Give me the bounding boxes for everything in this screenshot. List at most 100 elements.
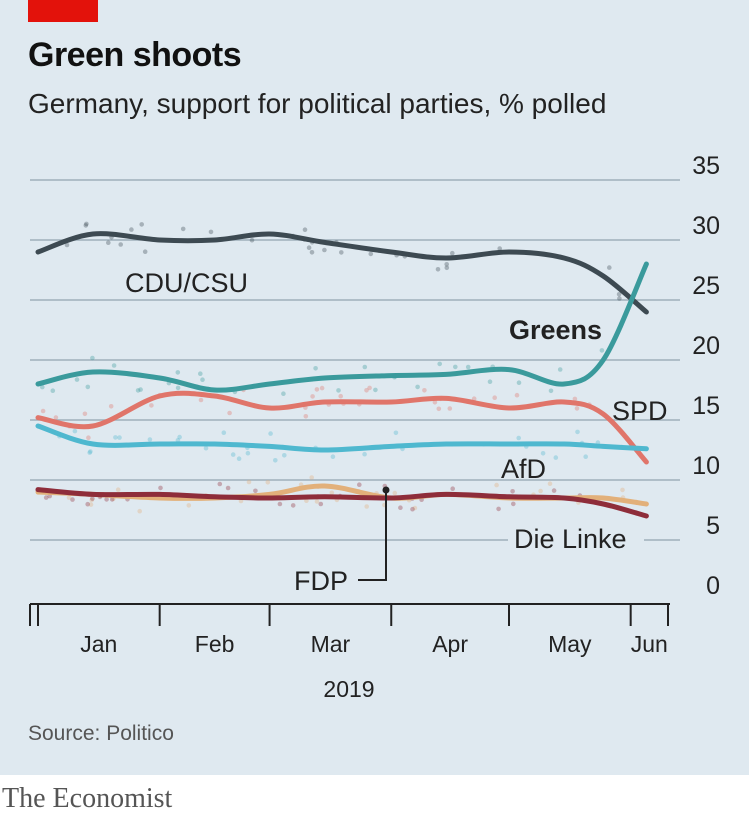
poll-dot: [607, 265, 612, 270]
poll-dot: [412, 505, 418, 511]
poll-dot: [309, 475, 315, 480]
poll-dot: [496, 506, 501, 512]
poll-dot: [86, 435, 91, 441]
poll-dot: [281, 391, 286, 397]
poll-dot: [336, 388, 341, 393]
poll-dot: [230, 452, 236, 457]
x-tick-label: Feb: [195, 631, 235, 657]
poll-dot: [273, 458, 278, 463]
poll-dot: [303, 414, 309, 419]
poll-dot: [108, 404, 114, 409]
gridlines: [30, 179, 680, 541]
poll-dot: [83, 223, 89, 228]
poll-dot: [198, 371, 203, 377]
chart-title: Green shoots: [28, 36, 242, 74]
poll-dot: [198, 397, 204, 403]
poll-dot: [109, 497, 115, 502]
poll-dot: [40, 408, 46, 414]
poll-dot: [410, 506, 415, 512]
series-label-fdp: FDP: [294, 566, 348, 596]
series-label-spd: SPD: [612, 396, 668, 426]
poll-dot: [510, 489, 515, 494]
y-tick-label: 25: [692, 272, 720, 300]
y-tick-label: 20: [692, 332, 720, 360]
source-note: Source: Politico: [28, 722, 174, 745]
poll-dot: [367, 385, 372, 391]
poll-dot: [574, 406, 580, 411]
y-tick-label: 35: [692, 152, 720, 180]
poll-dot: [268, 431, 273, 436]
poll-dot: [314, 499, 320, 504]
poll-dot: [129, 227, 134, 232]
y-tick-label: 0: [706, 572, 720, 600]
series-label-afd: AfD: [501, 454, 546, 484]
poll-dot: [53, 415, 59, 420]
poll-dot: [492, 395, 498, 401]
poll-dot: [339, 250, 344, 255]
poll-dot: [422, 388, 427, 393]
poll-dot: [309, 250, 315, 255]
poll-dot: [319, 385, 325, 391]
poll-dot: [245, 450, 251, 456]
poll-dot: [494, 482, 499, 488]
series-lines: [35, 231, 649, 519]
poll-dot: [200, 377, 205, 383]
poll-dot: [318, 501, 324, 507]
poll-dot: [113, 435, 118, 440]
series-line-greens: [35, 261, 649, 393]
poll-dot: [104, 497, 109, 502]
poll-dot: [338, 393, 344, 399]
fdp-leader-dot: [382, 486, 390, 494]
poll-dot: [398, 505, 403, 511]
y-tick-label: 5: [706, 512, 720, 540]
poll-dot: [373, 387, 378, 393]
poll-dot: [575, 429, 580, 435]
poll-dot: [444, 262, 450, 267]
poll-dot: [111, 363, 117, 368]
line-chart: 0 5 10 15 20 25 30 35 Jan Feb Mar Apr May Jun 2019 CD…: [29, 152, 720, 702]
poll-dot: [82, 411, 88, 417]
poll-dot: [497, 246, 503, 251]
poll-dot: [516, 435, 521, 441]
poll-dot: [538, 488, 543, 494]
poll-dot: [85, 384, 91, 390]
poll-dot: [87, 450, 92, 455]
poll-dot: [362, 364, 368, 370]
poll-dot: [551, 488, 557, 493]
poll-dot: [50, 388, 56, 394]
poll-dot: [583, 454, 588, 460]
series-line-die-linke: [35, 487, 649, 519]
poll-dot: [313, 366, 318, 371]
x-tick-label: May: [548, 631, 592, 657]
poll-dot: [368, 251, 374, 257]
poll-dot: [450, 250, 455, 256]
poll-dot: [118, 242, 123, 247]
poll-dot: [392, 490, 398, 496]
poll-dot: [74, 377, 80, 382]
poll-dot: [158, 485, 163, 491]
economist-logo-text: The Economist: [2, 783, 173, 814]
poll-dot: [393, 430, 399, 436]
poll-dot: [364, 504, 370, 509]
poll-dot: [180, 226, 186, 232]
chart-subtitle: Germany, support for political parties, …: [28, 88, 607, 119]
x-tick-label: Jun: [631, 631, 668, 657]
poll-dot: [553, 455, 559, 460]
y-tick-label: 10: [692, 452, 720, 480]
brand-red-bar: [28, 0, 98, 22]
poll-dot: [471, 396, 477, 402]
poll-dot: [302, 227, 308, 232]
poll-dot: [306, 245, 312, 250]
poll-dot: [225, 485, 231, 491]
poll-dot: [447, 406, 453, 411]
y-tick-label: 30: [692, 212, 720, 240]
poll-dot: [236, 456, 242, 462]
poll-dot: [617, 296, 622, 301]
poll-dot: [149, 403, 154, 408]
poll-dot: [142, 249, 148, 254]
series-label-die-linke: Die Linke: [514, 524, 627, 554]
poll-dot: [516, 380, 522, 386]
poll-dot: [137, 508, 142, 514]
poll-dot: [487, 379, 493, 385]
poll-dot: [64, 242, 70, 248]
